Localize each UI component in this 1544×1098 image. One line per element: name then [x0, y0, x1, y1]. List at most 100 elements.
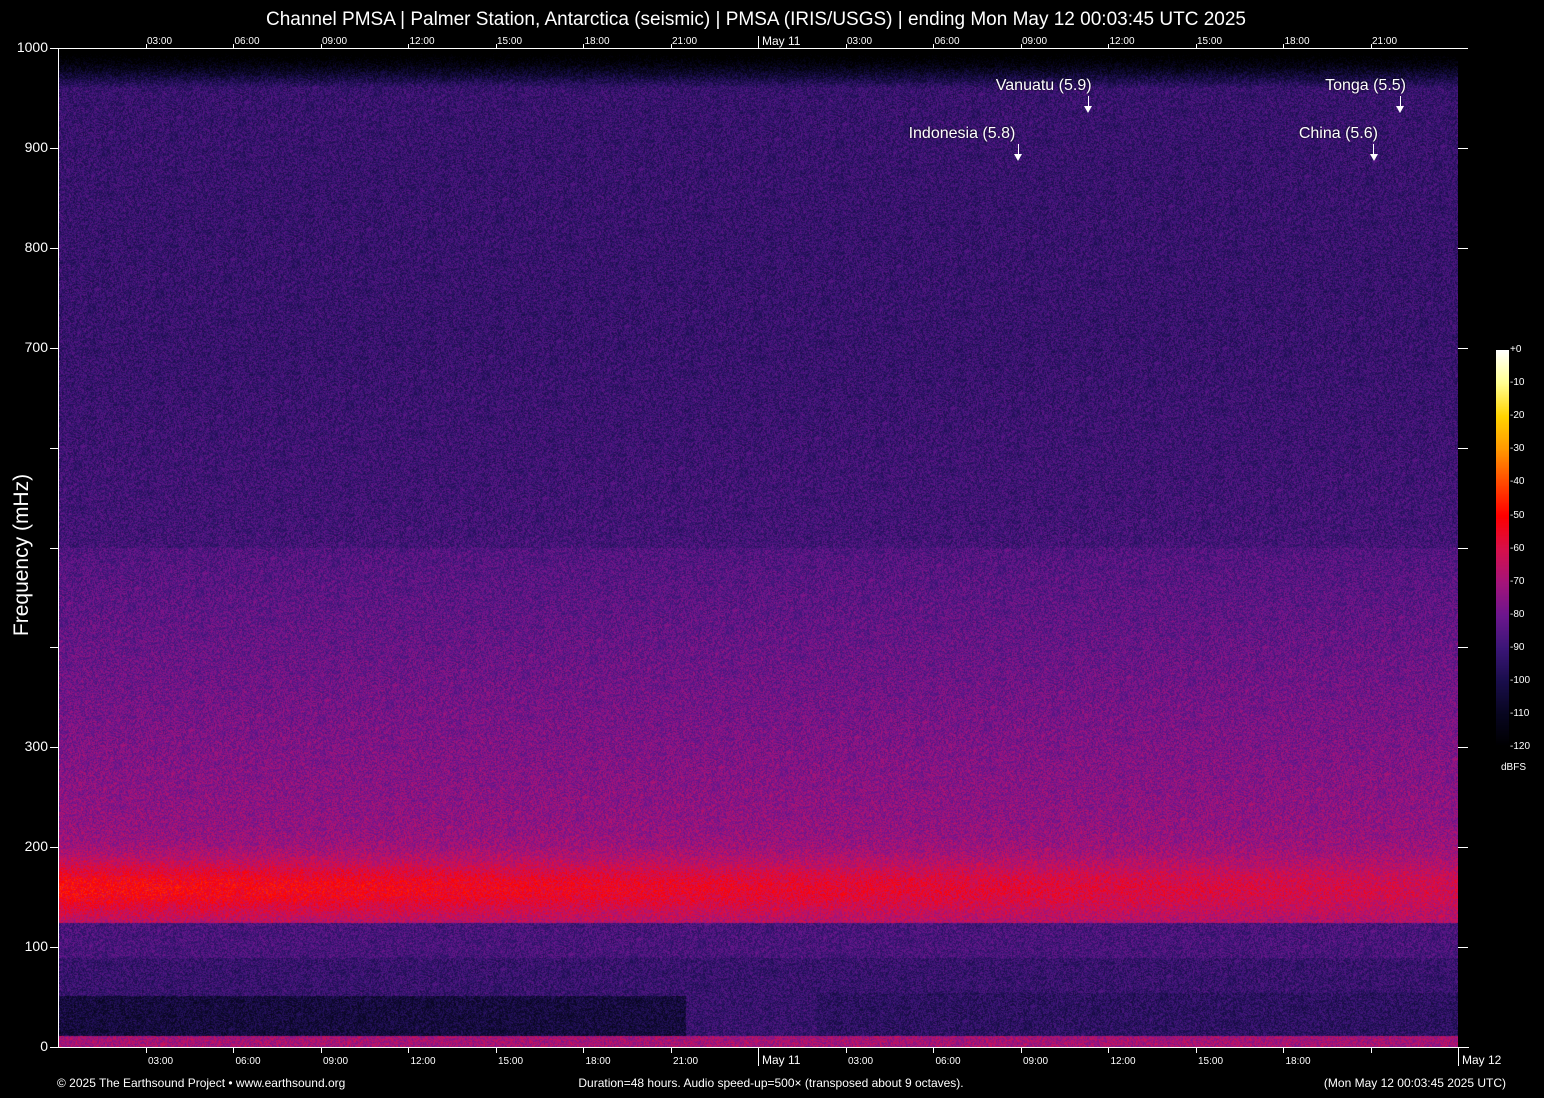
x-bottom-tick-label: 06:00 — [235, 1056, 261, 1067]
colorbar-tick-label: -20 — [1510, 410, 1525, 422]
colorbar-tick-label: -60 — [1510, 542, 1525, 554]
y-tick — [50, 447, 58, 449]
y-tick — [50, 647, 58, 649]
x-bottom-tick-label: 15:00 — [497, 1056, 524, 1067]
x-top-tick — [933, 44, 934, 48]
event-label: Vanuatu (5.9) — [995, 77, 1092, 94]
x-top-tick-label: 15:00 — [496, 36, 523, 47]
x-bottom-tick — [408, 1047, 409, 1053]
x-bottom-tick — [758, 1047, 759, 1066]
x-top-tick-label: 06:00 — [234, 36, 260, 47]
y-tick-label: 200 — [24, 838, 48, 855]
colorbar-tick-label: -110 — [1510, 708, 1530, 720]
colorbar-tick-label: -30 — [1510, 443, 1525, 455]
x-top-day-label: May 11 — [762, 34, 801, 48]
y-tick — [50, 247, 58, 249]
y-tick-label: 700 — [24, 338, 48, 355]
x-bottom-tick-label: 09:00 — [322, 1056, 349, 1067]
x-bottom-tick-label: 12:00 — [1110, 1056, 1136, 1067]
x-axis-line — [58, 1047, 1469, 1048]
footer-timestamp: (Mon May 12 00:03:45 2025 UTC) — [1323, 1076, 1506, 1090]
x-bottom-day-label: May 12 — [1462, 1053, 1502, 1067]
colorbar-tick-label: -50 — [1510, 509, 1525, 521]
x-top-tick-label: 15:00 — [1196, 36, 1223, 47]
x-bottom-tick-label: 06:00 — [935, 1056, 961, 1067]
colorbar-tick-label: -90 — [1510, 641, 1525, 653]
y-tick — [50, 147, 58, 149]
x-bottom-tick — [495, 1047, 497, 1053]
y-tick-label: 900 — [24, 138, 48, 155]
event-arrow-icon — [1369, 154, 1378, 161]
y-tick-right — [1458, 48, 1468, 49]
y-axis-title: Frequency (mHz) — [10, 473, 33, 637]
x-top-tick — [1195, 44, 1197, 48]
event-label: China (5.6) — [1298, 125, 1378, 142]
y-tick-right — [1458, 847, 1468, 849]
event-arrow-line — [1373, 144, 1375, 154]
event-arrow-icon — [1014, 154, 1023, 161]
x-top-tick — [845, 44, 847, 48]
y-tick — [50, 347, 58, 349]
x-bottom-tick — [1195, 1047, 1197, 1053]
y-tick-right — [1458, 147, 1468, 149]
y-tick-label: 0 — [40, 1038, 48, 1054]
x-top-tick-label: 03:00 — [146, 36, 173, 47]
x-top-tick — [1370, 44, 1372, 48]
y-tick-right — [1458, 647, 1468, 649]
y-tick-right — [1458, 947, 1468, 949]
event-label: Tonga (5.5) — [1325, 77, 1406, 94]
colorbar-tick-label: -40 — [1510, 476, 1525, 488]
x-top-tick-label: 09:00 — [321, 36, 348, 47]
x-bottom-tick — [320, 1047, 322, 1053]
y-tick — [50, 947, 58, 949]
colorbar-tick-label: -100 — [1510, 675, 1531, 686]
x-top-tick — [233, 44, 234, 48]
x-bottom-tick — [145, 1047, 147, 1053]
event-arrow-line — [1087, 96, 1089, 106]
y-tick-label: 1000 — [16, 39, 48, 55]
event-arrow-line — [1017, 144, 1019, 154]
y-tick — [50, 547, 58, 549]
x-top-tick-label: 12:00 — [409, 36, 435, 47]
y-tick-right — [1458, 547, 1468, 549]
colorbar-label: dBFS — [1501, 762, 1527, 773]
x-top-tick — [758, 36, 759, 48]
x-bottom-tick — [233, 1047, 234, 1053]
x-top-tick-label: 21:00 — [1371, 36, 1398, 47]
x-top-tick-label: 03:00 — [846, 36, 873, 47]
y-tick — [50, 48, 58, 49]
y-tick-right — [1458, 347, 1468, 349]
x-top-tick-label: 06:00 — [934, 36, 960, 47]
x-top-tick — [320, 44, 322, 48]
x-bottom-tick — [845, 1047, 847, 1053]
x-bottom-tick-label: 09:00 — [1022, 1056, 1049, 1067]
colorbar-tick-label: -70 — [1510, 575, 1525, 587]
x-bottom-tick — [1020, 1047, 1022, 1053]
x-top-tick — [583, 44, 584, 48]
x-bottom-tick-label: 18:00 — [585, 1056, 611, 1067]
x-bottom-tick-label: 12:00 — [410, 1056, 436, 1067]
footer-copyright: © 2025 The Earthsound Project • www.eart… — [57, 1076, 346, 1090]
y-tick — [50, 747, 58, 749]
x-top-tick-label: 21:00 — [671, 36, 698, 47]
y-tick-label: 100 — [24, 938, 48, 955]
x-top-tick — [495, 44, 497, 48]
y-tick-label: 300 — [24, 738, 48, 755]
x-bottom-tick-label: 21:00 — [672, 1056, 699, 1067]
x-bottom-tick-label: 18:00 — [1285, 1056, 1311, 1067]
x-bottom-tick — [583, 1047, 584, 1053]
x-bottom-tick — [1108, 1047, 1109, 1053]
y-tick — [50, 847, 58, 849]
y-tick-right — [1458, 247, 1468, 249]
spectrogram — [58, 48, 1458, 1047]
x-top-tick-label: 12:00 — [1109, 36, 1135, 47]
y-tick — [50, 1047, 58, 1048]
x-bottom-tick — [933, 1047, 934, 1053]
colorbar-tick-label: -120 — [1510, 741, 1531, 753]
footer-duration: Duration=48 hours. Audio speed-up=500× (… — [578, 1076, 964, 1090]
y-tick-right — [1458, 447, 1468, 449]
x-bottom-tick — [1370, 1047, 1372, 1053]
x-top-tick-label: 18:00 — [1284, 36, 1310, 47]
colorbar-tick-label: -10 — [1510, 377, 1525, 389]
y-tick-right — [1458, 747, 1468, 749]
